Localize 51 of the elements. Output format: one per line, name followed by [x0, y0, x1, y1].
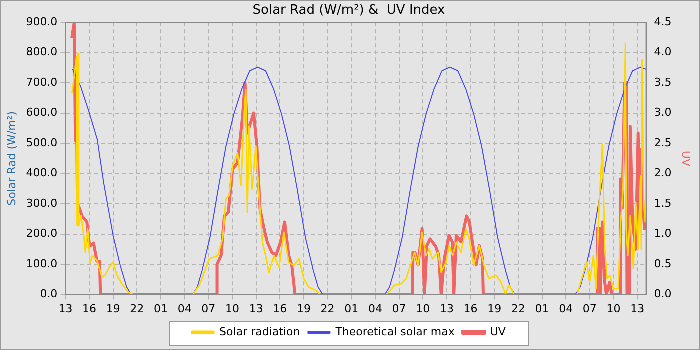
y2-tick-label: 2.5	[654, 136, 672, 150]
x-tick-label: 19	[296, 302, 311, 316]
y-tick-label: 900.0	[26, 15, 58, 28]
x-tick-label: 01	[535, 302, 550, 316]
x-tick-label: 13	[630, 302, 645, 316]
y2-tick-label: 4.0	[654, 46, 672, 59]
y-tick-label: 700.0	[26, 76, 58, 89]
x-tick-label: 13	[249, 302, 264, 316]
y-tick-label: 600.0	[26, 106, 58, 120]
x-tick-label: 01	[154, 302, 168, 316]
x-tick-label: 16	[464, 302, 478, 316]
y2-tick-label: 1.5	[654, 196, 672, 210]
x-tick-label: 22	[320, 302, 335, 316]
y2-axis-title: UV	[680, 150, 693, 167]
legend-label: UV	[490, 325, 506, 338]
x-tick-label: 16	[82, 302, 97, 316]
y-tick-label: 800.0	[26, 46, 58, 59]
legend-label: Theoretical solar max	[334, 325, 456, 338]
y2-tick-label: 4.5	[654, 15, 672, 28]
x-tick-label: 04	[368, 302, 382, 316]
y2-tick-label: 3.5	[654, 76, 672, 89]
y2-tick-label: 0.5	[654, 257, 672, 270]
x-tick-label: 13	[440, 302, 454, 316]
y-axis-title: Solar Rad (W/m²)	[5, 111, 18, 206]
x-tick-label: 13	[58, 302, 73, 316]
x-tick-label: 04	[559, 302, 574, 316]
x-tick-label: 10	[416, 302, 430, 316]
y-tick-label: 200.0	[26, 227, 58, 240]
x-tick-label: 19	[106, 302, 120, 316]
y2-tick-label: 2.0	[654, 166, 672, 180]
legend-label: Solar radiation	[220, 325, 300, 338]
y-tick-label: 0.0	[40, 288, 58, 301]
y-tick-label: 100.0	[26, 257, 58, 270]
x-tick-label: 22	[511, 302, 526, 316]
x-tick-label: 22	[130, 302, 144, 316]
x-tick-label: 10	[225, 302, 240, 316]
y2-tick-label: 0.0	[654, 288, 672, 301]
y2-tick-label: 3.0	[654, 106, 672, 120]
x-tick-label: 01	[344, 302, 359, 316]
x-tick-label: 16	[273, 302, 288, 316]
x-tick-label: 07	[392, 302, 406, 316]
x-tick-label: 07	[582, 302, 597, 316]
y2-tick-label: 1.0	[654, 227, 672, 240]
y-tick-label: 300.0	[26, 196, 58, 210]
x-tick-label: 04	[178, 302, 192, 316]
x-tick-label: 07	[202, 302, 216, 316]
y-tick-label: 400.0	[26, 166, 58, 180]
x-tick-label: 10	[606, 302, 621, 316]
y-tick-label: 500.0	[26, 136, 58, 150]
chart-title: Solar Rad (W/m²) & UV Index	[252, 3, 446, 18]
x-tick-label: 19	[488, 302, 502, 316]
